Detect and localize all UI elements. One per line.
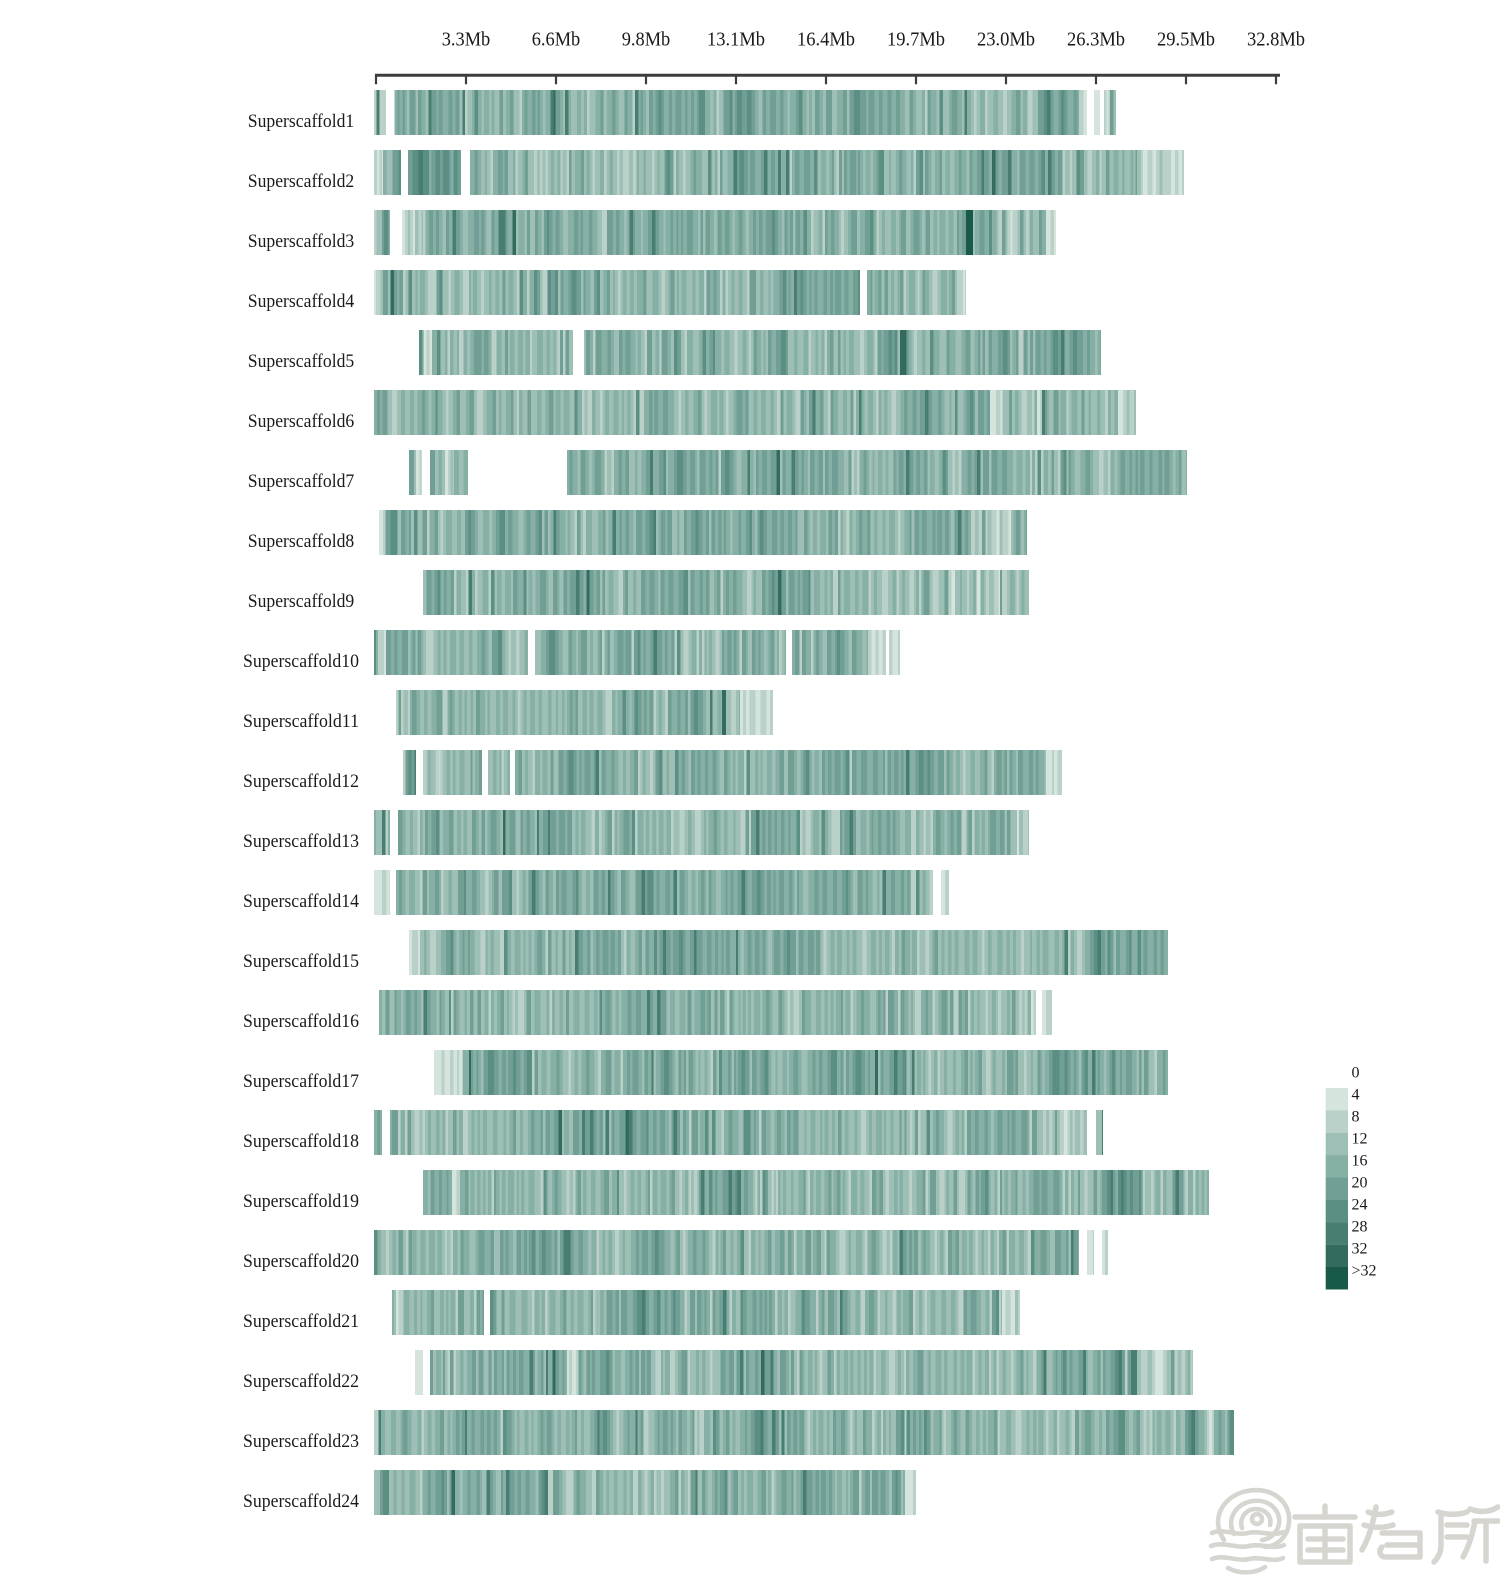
svg-text:Superscaffold12: Superscaffold12 <box>243 771 359 792</box>
svg-text:3.3Mb: 3.3Mb <box>442 29 491 51</box>
svg-text:32.8Mb: 32.8Mb <box>1247 29 1305 51</box>
svg-text:Superscaffold10: Superscaffold10 <box>243 651 359 672</box>
svg-text:Superscaffold7: Superscaffold7 <box>248 471 355 492</box>
svg-text:20: 20 <box>1352 1174 1368 1191</box>
svg-text:32: 32 <box>1352 1240 1368 1257</box>
svg-text:16.4Mb: 16.4Mb <box>797 29 855 51</box>
svg-text:Superscaffold9: Superscaffold9 <box>248 591 355 612</box>
svg-text:Superscaffold3: Superscaffold3 <box>248 231 355 252</box>
svg-text:Superscaffold11: Superscaffold11 <box>243 711 359 732</box>
svg-text:16: 16 <box>1352 1152 1368 1169</box>
svg-text:29.5Mb: 29.5Mb <box>1157 29 1215 51</box>
svg-text:Superscaffold2: Superscaffold2 <box>248 171 355 192</box>
svg-text:13.1Mb: 13.1Mb <box>707 29 765 51</box>
svg-text:8: 8 <box>1352 1108 1360 1125</box>
svg-text:Superscaffold5: Superscaffold5 <box>248 351 355 372</box>
svg-text:6.6Mb: 6.6Mb <box>532 29 581 51</box>
svg-text:Superscaffold23: Superscaffold23 <box>243 1431 359 1452</box>
svg-text:Superscaffold14: Superscaffold14 <box>243 891 359 912</box>
svg-text:Superscaffold20: Superscaffold20 <box>243 1251 359 1272</box>
svg-text:24: 24 <box>1352 1196 1368 1213</box>
svg-text:12: 12 <box>1352 1130 1368 1147</box>
svg-text:4: 4 <box>1352 1086 1360 1103</box>
svg-text:Superscaffold15: Superscaffold15 <box>243 951 359 972</box>
svg-text:0: 0 <box>1352 1064 1360 1081</box>
svg-text:Superscaffold24: Superscaffold24 <box>243 1491 359 1512</box>
svg-text:28: 28 <box>1352 1218 1368 1235</box>
svg-text:Superscaffold21: Superscaffold21 <box>243 1311 359 1332</box>
svg-text:Superscaffold13: Superscaffold13 <box>243 831 359 852</box>
svg-text:Superscaffold4: Superscaffold4 <box>248 291 355 312</box>
svg-text:23.0Mb: 23.0Mb <box>977 29 1035 51</box>
svg-text:Superscaffold22: Superscaffold22 <box>243 1371 359 1392</box>
svg-text:26.3Mb: 26.3Mb <box>1067 29 1125 51</box>
svg-text:Superscaffold16: Superscaffold16 <box>243 1011 359 1032</box>
svg-text:Superscaffold6: Superscaffold6 <box>248 411 355 432</box>
svg-text:19.7Mb: 19.7Mb <box>887 29 945 51</box>
svg-text:Superscaffold19: Superscaffold19 <box>243 1191 359 1212</box>
svg-text:9.8Mb: 9.8Mb <box>622 29 671 51</box>
svg-text:>32: >32 <box>1352 1262 1377 1279</box>
svg-text:Superscaffold18: Superscaffold18 <box>243 1131 359 1152</box>
svg-text:Superscaffold17: Superscaffold17 <box>243 1071 359 1092</box>
svg-text:Superscaffold1: Superscaffold1 <box>248 111 355 132</box>
svg-text:Superscaffold8: Superscaffold8 <box>248 531 355 552</box>
